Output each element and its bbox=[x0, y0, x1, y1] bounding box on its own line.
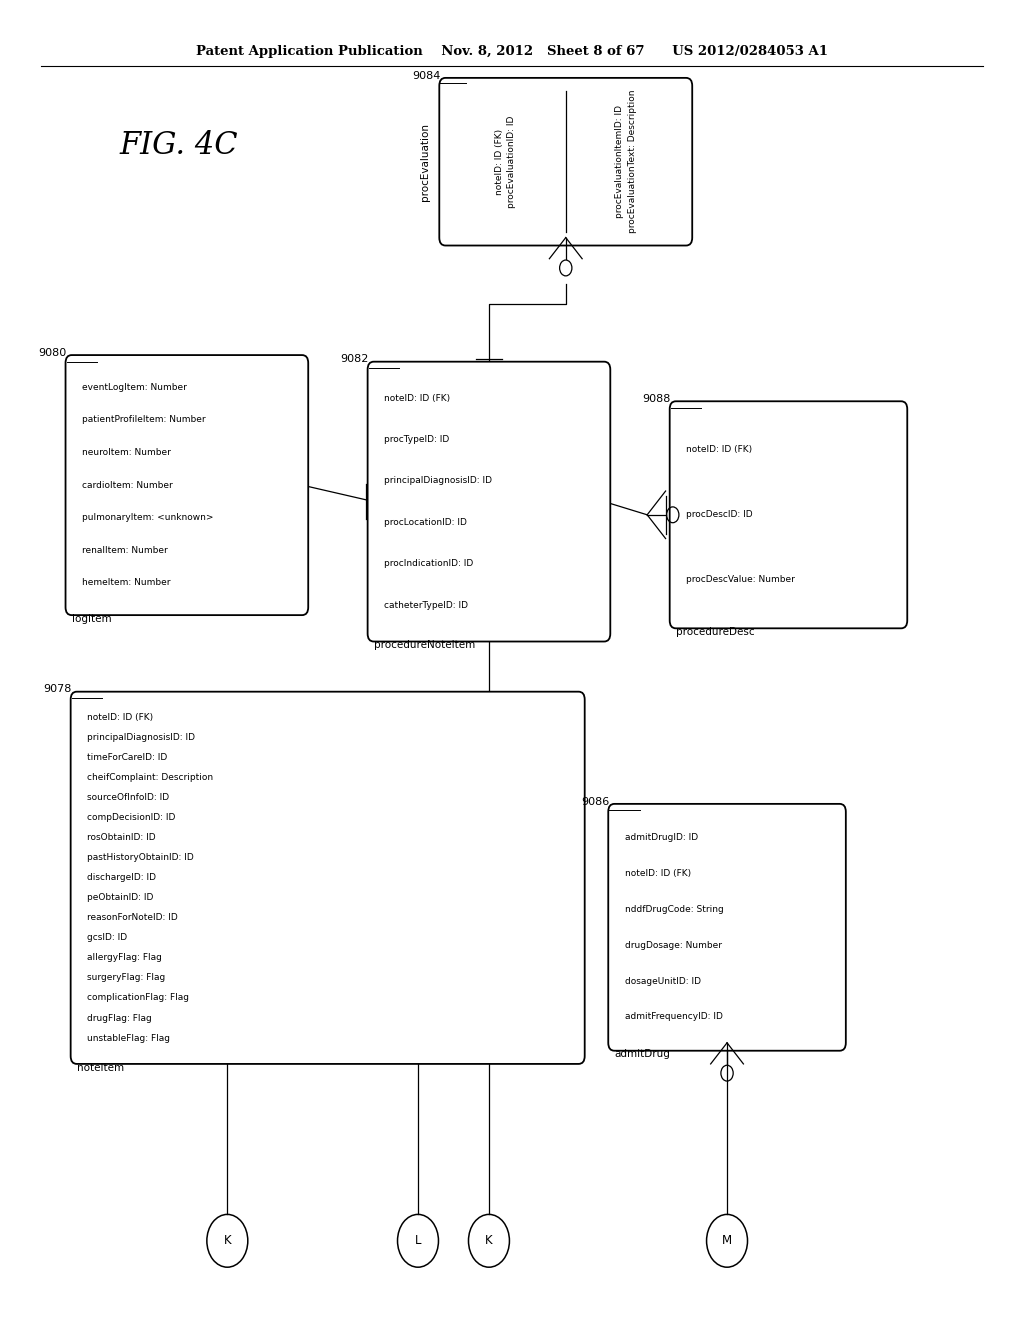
Text: 9086: 9086 bbox=[581, 796, 609, 807]
FancyBboxPatch shape bbox=[71, 692, 585, 1064]
Text: reasonForNoteID: ID: reasonForNoteID: ID bbox=[87, 913, 178, 923]
Text: gcsID: ID: gcsID: ID bbox=[87, 933, 127, 942]
Text: admitDrug: admitDrug bbox=[614, 1049, 671, 1060]
Text: 9082: 9082 bbox=[340, 354, 369, 364]
Text: compDecisionID: ID: compDecisionID: ID bbox=[87, 813, 175, 822]
Text: sourceOfInfoID: ID: sourceOfInfoID: ID bbox=[87, 793, 169, 803]
Text: Patent Application Publication    Nov. 8, 2012   Sheet 8 of 67      US 2012/0284: Patent Application Publication Nov. 8, 2… bbox=[196, 45, 828, 58]
Text: procIndicationID: ID: procIndicationID: ID bbox=[384, 560, 473, 568]
Text: 9078: 9078 bbox=[43, 684, 72, 694]
Text: M: M bbox=[722, 1234, 732, 1247]
Text: logitem: logitem bbox=[72, 614, 112, 624]
Text: rosObtainID: ID: rosObtainID: ID bbox=[87, 833, 156, 842]
Text: neuroItem: Number: neuroItem: Number bbox=[82, 447, 171, 457]
Text: unstableFlag: Flag: unstableFlag: Flag bbox=[87, 1034, 170, 1043]
Text: FIG. 4C: FIG. 4C bbox=[120, 129, 239, 161]
Text: drugFlag: Flag: drugFlag: Flag bbox=[87, 1014, 152, 1023]
Text: L: L bbox=[415, 1234, 421, 1247]
Text: noteID: ID (FK): noteID: ID (FK) bbox=[384, 393, 451, 403]
Text: eventLogItem: Number: eventLogItem: Number bbox=[82, 383, 186, 392]
FancyBboxPatch shape bbox=[368, 362, 610, 642]
Text: noteID: ID (FK): noteID: ID (FK) bbox=[87, 713, 154, 722]
Text: patientProfileItem: Number: patientProfileItem: Number bbox=[82, 416, 206, 424]
Text: procDescValue: Number: procDescValue: Number bbox=[686, 576, 795, 585]
Text: principalDiagnosisID: ID: principalDiagnosisID: ID bbox=[87, 733, 195, 742]
Text: procTypeID: ID: procTypeID: ID bbox=[384, 436, 450, 444]
Text: procDescID: ID: procDescID: ID bbox=[686, 511, 753, 519]
Text: procLocationID: ID: procLocationID: ID bbox=[384, 517, 467, 527]
Text: 9088: 9088 bbox=[642, 393, 671, 404]
FancyBboxPatch shape bbox=[66, 355, 308, 615]
Text: surgeryFlag: Flag: surgeryFlag: Flag bbox=[87, 973, 165, 982]
Text: principalDiagnosisID: ID: principalDiagnosisID: ID bbox=[384, 477, 492, 486]
Text: complicationFlag: Flag: complicationFlag: Flag bbox=[87, 994, 189, 1002]
FancyBboxPatch shape bbox=[670, 401, 907, 628]
Text: pastHistoryObtainID: ID: pastHistoryObtainID: ID bbox=[87, 853, 194, 862]
Text: procedureNoteItem: procedureNoteItem bbox=[374, 640, 475, 651]
Text: noteItem: noteItem bbox=[77, 1063, 124, 1073]
Text: procEvaluation: procEvaluation bbox=[420, 123, 430, 201]
Text: 9084: 9084 bbox=[412, 70, 440, 81]
Text: admitDrugID: ID: admitDrugID: ID bbox=[625, 833, 697, 842]
Text: noteID: ID (FK)
procEvaluationID: ID: noteID: ID (FK) procEvaluationID: ID bbox=[495, 116, 516, 207]
Text: drugDosage: Number: drugDosage: Number bbox=[625, 941, 722, 949]
Text: 9080: 9080 bbox=[38, 347, 67, 358]
Text: pulmonaryItem: <unknown>: pulmonaryItem: <unknown> bbox=[82, 513, 213, 523]
Text: noteID: ID (FK): noteID: ID (FK) bbox=[625, 869, 691, 878]
Text: hemeItem: Number: hemeItem: Number bbox=[82, 578, 170, 587]
Text: dosageUnitID: ID: dosageUnitID: ID bbox=[625, 977, 700, 986]
Text: allergyFlag: Flag: allergyFlag: Flag bbox=[87, 953, 162, 962]
Text: admitFrequencyID: ID: admitFrequencyID: ID bbox=[625, 1012, 723, 1022]
Text: cheifComplaint: Description: cheifComplaint: Description bbox=[87, 774, 213, 783]
Text: renalItem: Number: renalItem: Number bbox=[82, 546, 168, 554]
Text: procedureDesc: procedureDesc bbox=[676, 627, 755, 638]
Text: procEvaluationItemID: ID
procEvaluationText: Description: procEvaluationItemID: ID procEvaluationT… bbox=[615, 90, 637, 234]
Text: K: K bbox=[485, 1234, 493, 1247]
Text: cardioItem: Number: cardioItem: Number bbox=[82, 480, 173, 490]
Text: catheterTypeID: ID: catheterTypeID: ID bbox=[384, 601, 468, 610]
Text: nddfDrugCode: String: nddfDrugCode: String bbox=[625, 906, 723, 913]
FancyBboxPatch shape bbox=[608, 804, 846, 1051]
Text: dischargeID: ID: dischargeID: ID bbox=[87, 874, 156, 882]
FancyBboxPatch shape bbox=[439, 78, 692, 246]
Text: K: K bbox=[223, 1234, 231, 1247]
Text: peObtainID: ID: peObtainID: ID bbox=[87, 894, 154, 903]
Text: timeForCareID: ID: timeForCareID: ID bbox=[87, 754, 167, 762]
Text: noteID: ID (FK): noteID: ID (FK) bbox=[686, 445, 753, 454]
